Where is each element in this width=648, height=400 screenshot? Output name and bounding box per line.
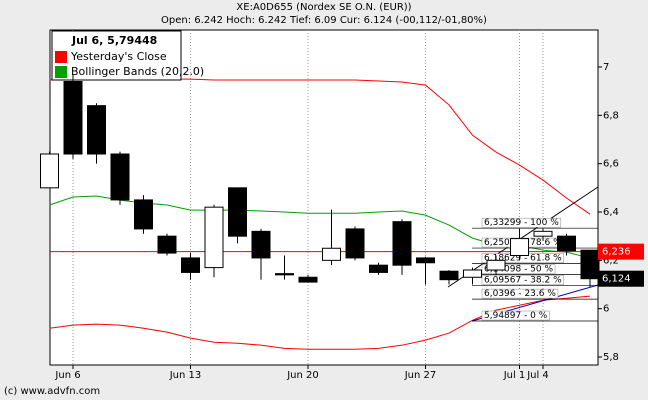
- legend-swatch: [55, 51, 67, 63]
- legend-swatch: [55, 66, 67, 78]
- fib-label: 6,09567 - 38.2 %: [484, 276, 562, 286]
- candle-body: [87, 105, 106, 155]
- x-tick-label: Jul 4: [526, 370, 549, 381]
- x-tick-label: Jun 6: [54, 370, 80, 381]
- y-tick-label: 6: [603, 304, 609, 315]
- candle-body: [251, 230, 271, 259]
- legend-label: Yesterday's Close: [70, 50, 167, 63]
- fib-label: 6,18629 - 61.8 %: [484, 254, 562, 264]
- value-box: [598, 270, 644, 287]
- footer: (c) www.advfn.com: [4, 386, 100, 397]
- candle-body: [463, 269, 482, 278]
- chart-subtitle: Open: 6.242 Hoch: 6.242 Tief: 6.09 Cur: …: [161, 15, 487, 26]
- x-tick-label: Jul 1: [503, 370, 526, 381]
- y-tick-label: 7: [603, 62, 609, 73]
- candle-body: [322, 247, 341, 261]
- candle-body: [580, 249, 600, 280]
- candle-body: [345, 228, 365, 259]
- candle-body: [110, 153, 130, 201]
- chart-title: XE:A0D655 (Nordex SE O.N. (EUR)): [236, 2, 411, 13]
- fib-label-bg: [481, 217, 562, 228]
- candle-body: [533, 230, 553, 237]
- x-tick-label: Jun 20: [286, 370, 319, 381]
- x-tick-label: Jun 27: [404, 370, 437, 381]
- candle-body: [157, 235, 177, 254]
- plot-area: [49, 29, 599, 366]
- candle-body: [369, 264, 388, 273]
- y-tick-label: 6,6: [603, 159, 619, 170]
- y-tick-label: 6,4: [603, 207, 619, 218]
- candle-body: [439, 270, 459, 281]
- candle-body: [416, 257, 435, 264]
- fib-label: 5,94897 - 0 %: [484, 311, 548, 321]
- value-box-label: 6,124: [602, 274, 631, 285]
- fib-label: 6,33299 - 100 %: [484, 218, 559, 228]
- candle-body: [298, 276, 318, 283]
- candle-body: [181, 257, 200, 273]
- value-box: [598, 243, 644, 260]
- bollinger-lower: [49, 295, 591, 350]
- legend-label: Bollinger Bands (20,2.0): [71, 65, 204, 78]
- fib-label-bg: [481, 288, 559, 299]
- fib-label: 6,14098 - 50 %: [484, 265, 553, 275]
- fib-label-bg: [481, 264, 556, 274]
- fib-label: 6,0396 - 23.6 %: [484, 289, 556, 299]
- fib-label-bg: [481, 275, 564, 285]
- candle-body: [134, 199, 153, 230]
- candle-body: [557, 235, 576, 252]
- x-tick-label: Jun 13: [169, 370, 202, 381]
- candle-body: [486, 259, 506, 271]
- legend-box: [51, 30, 182, 81]
- legend-title: Jul 6, 5,79448: [71, 34, 157, 47]
- y-tick-label: 6,8: [603, 110, 619, 121]
- y-tick-label: 5,8: [603, 352, 619, 363]
- candle-body: [510, 238, 529, 257]
- candle-body: [204, 206, 224, 269]
- y-tick-label: 6,2: [603, 255, 619, 266]
- candle-body: [228, 187, 247, 237]
- candle-body: [63, 80, 83, 155]
- candle-body: [40, 153, 59, 189]
- fib-label-bg: [481, 310, 550, 321]
- candle-body: [392, 221, 412, 266]
- candle-body: [275, 273, 294, 276]
- value-box-label: 6,236: [602, 247, 631, 258]
- legend: Jul 6, 5,79448 Yesterday's Close Bolling…: [51, 30, 204, 81]
